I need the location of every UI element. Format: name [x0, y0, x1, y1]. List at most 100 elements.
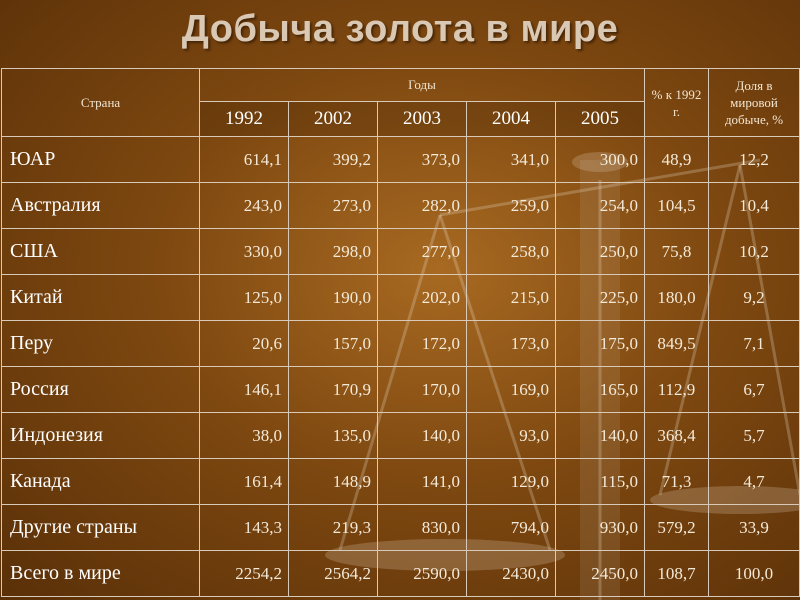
country-cell: Другие страны [1, 504, 200, 551]
pct-1992-cell: 849,5 [644, 320, 709, 367]
header-year-2003: 2003 [377, 101, 467, 137]
header-years: Годы [199, 68, 645, 102]
country-cell: Индонезия [1, 412, 200, 459]
production-value-cell: 175,0 [555, 320, 645, 367]
production-value-cell: 273,0 [288, 182, 378, 229]
header-year-2005: 2005 [555, 101, 645, 137]
production-value-cell: 161,4 [199, 458, 289, 505]
production-value-cell: 143,3 [199, 504, 289, 551]
production-value-cell: 373,0 [377, 136, 467, 183]
country-cell: Перу [1, 320, 200, 367]
country-cell: Австралия [1, 182, 200, 229]
country-cell: ЮАР [1, 136, 200, 183]
production-value-cell: 794,0 [466, 504, 556, 551]
production-value-cell: 170,9 [288, 366, 378, 413]
production-value-cell: 2254,2 [199, 550, 289, 597]
header-year-2004: 2004 [466, 101, 556, 137]
world-share-cell: 12,2 [708, 136, 800, 183]
production-value-cell: 38,0 [199, 412, 289, 459]
production-value-cell: 215,0 [466, 274, 556, 321]
production-value-cell: 2450,0 [555, 550, 645, 597]
table-row: Китай 125,0 190,0 202,0 215,0 225,0 180,0 9,2 [1, 274, 800, 321]
world-share-cell: 33,9 [708, 504, 800, 551]
table-row: Другие страны 143,3 219,3 830,0 794,0 930,0 57… [1, 504, 800, 551]
header-country: Страна [1, 68, 200, 137]
world-share-cell: 9,2 [708, 274, 800, 321]
production-value-cell: 2590,0 [377, 550, 467, 597]
country-cell: Россия [1, 366, 200, 413]
header-pct-1992: % к 1992 г. [644, 68, 709, 137]
pct-1992-cell: 579,2 [644, 504, 709, 551]
production-value-cell: 2430,0 [466, 550, 556, 597]
header-year-2002: 2002 [288, 101, 378, 137]
world-share-cell: 10,2 [708, 228, 800, 275]
production-value-cell: 93,0 [466, 412, 556, 459]
production-value-cell: 254,0 [555, 182, 645, 229]
table-row: Перу 20,6 157,0 172,0 173,0 175,0 849,5 7,1 [1, 320, 800, 367]
production-value-cell: 157,0 [288, 320, 378, 367]
table-row: Канада 161,4 148,9 141,0 129,0 115,0 71,3 4,7 [1, 458, 800, 505]
header-world-share: Доля в мировой добыче, % [708, 68, 800, 137]
pct-1992-cell: 112,9 [644, 366, 709, 413]
production-value-cell: 277,0 [377, 228, 467, 275]
production-value-cell: 173,0 [466, 320, 556, 367]
production-value-cell: 190,0 [288, 274, 378, 321]
pct-1992-cell: 104,5 [644, 182, 709, 229]
production-value-cell: 172,0 [377, 320, 467, 367]
production-value-cell: 146,1 [199, 366, 289, 413]
country-cell: США [1, 228, 200, 275]
production-value-cell: 165,0 [555, 366, 645, 413]
production-value-cell: 140,0 [555, 412, 645, 459]
production-value-cell: 20,6 [199, 320, 289, 367]
world-share-cell: 6,7 [708, 366, 800, 413]
production-value-cell: 169,0 [466, 366, 556, 413]
table-body: ЮАР 614,1 399,2 373,0 341,0 300,0 48,9 12,2 Авст… [1, 136, 800, 597]
production-value-cell: 330,0 [199, 228, 289, 275]
production-value-cell: 129,0 [466, 458, 556, 505]
pct-1992-cell: 48,9 [644, 136, 709, 183]
production-value-cell: 298,0 [288, 228, 378, 275]
table-row: Австралия 243,0 273,0 282,0 259,0 254,0 104,5 1… [1, 182, 800, 229]
production-value-cell: 202,0 [377, 274, 467, 321]
header-year-1992: 1992 [199, 101, 289, 137]
world-share-cell: 4,7 [708, 458, 800, 505]
production-value-cell: 930,0 [555, 504, 645, 551]
production-value-cell: 341,0 [466, 136, 556, 183]
production-value-cell: 141,0 [377, 458, 467, 505]
world-share-cell: 7,1 [708, 320, 800, 367]
country-cell: Китай [1, 274, 200, 321]
table-row: США 330,0 298,0 277,0 258,0 250,0 75,8 10,2 [1, 228, 800, 275]
pct-1992-cell: 180,0 [644, 274, 709, 321]
slide-title: Добыча золота в мире [181, 8, 619, 50]
pct-1992-cell: 108,7 [644, 550, 709, 597]
production-value-cell: 399,2 [288, 136, 378, 183]
production-value-cell: 282,0 [377, 182, 467, 229]
world-share-cell: 5,7 [708, 412, 800, 459]
production-value-cell: 170,0 [377, 366, 467, 413]
world-share-cell: 100,0 [708, 550, 800, 597]
production-value-cell: 125,0 [199, 274, 289, 321]
gold-production-table: Страна Годы % к 1992 г. Доля в мировой д… [1, 68, 800, 597]
production-value-cell: 2564,2 [288, 550, 378, 597]
production-value-cell: 258,0 [466, 228, 556, 275]
world-share-cell: 10,4 [708, 182, 800, 229]
table-row: Россия 146,1 170,9 170,0 169,0 165,0 112,9 6,7 [1, 366, 800, 413]
production-value-cell: 243,0 [199, 182, 289, 229]
pct-1992-cell: 75,8 [644, 228, 709, 275]
pct-1992-cell: 71,3 [644, 458, 709, 505]
country-cell: Канада [1, 458, 200, 505]
table-row: ЮАР 614,1 399,2 373,0 341,0 300,0 48,9 12,2 [1, 136, 800, 183]
production-value-cell: 614,1 [199, 136, 289, 183]
production-value-cell: 219,3 [288, 504, 378, 551]
production-value-cell: 225,0 [555, 274, 645, 321]
pct-1992-cell: 368,4 [644, 412, 709, 459]
country-cell: Всего в мире [1, 550, 200, 597]
production-value-cell: 250,0 [555, 228, 645, 275]
production-value-cell: 830,0 [377, 504, 467, 551]
table-row: Индонезия 38,0 135,0 140,0 93,0 140,0 368,4 5,7 [1, 412, 800, 459]
production-value-cell: 300,0 [555, 136, 645, 183]
production-value-cell: 259,0 [466, 182, 556, 229]
production-value-cell: 135,0 [288, 412, 378, 459]
production-value-cell: 115,0 [555, 458, 645, 505]
production-value-cell: 148,9 [288, 458, 378, 505]
